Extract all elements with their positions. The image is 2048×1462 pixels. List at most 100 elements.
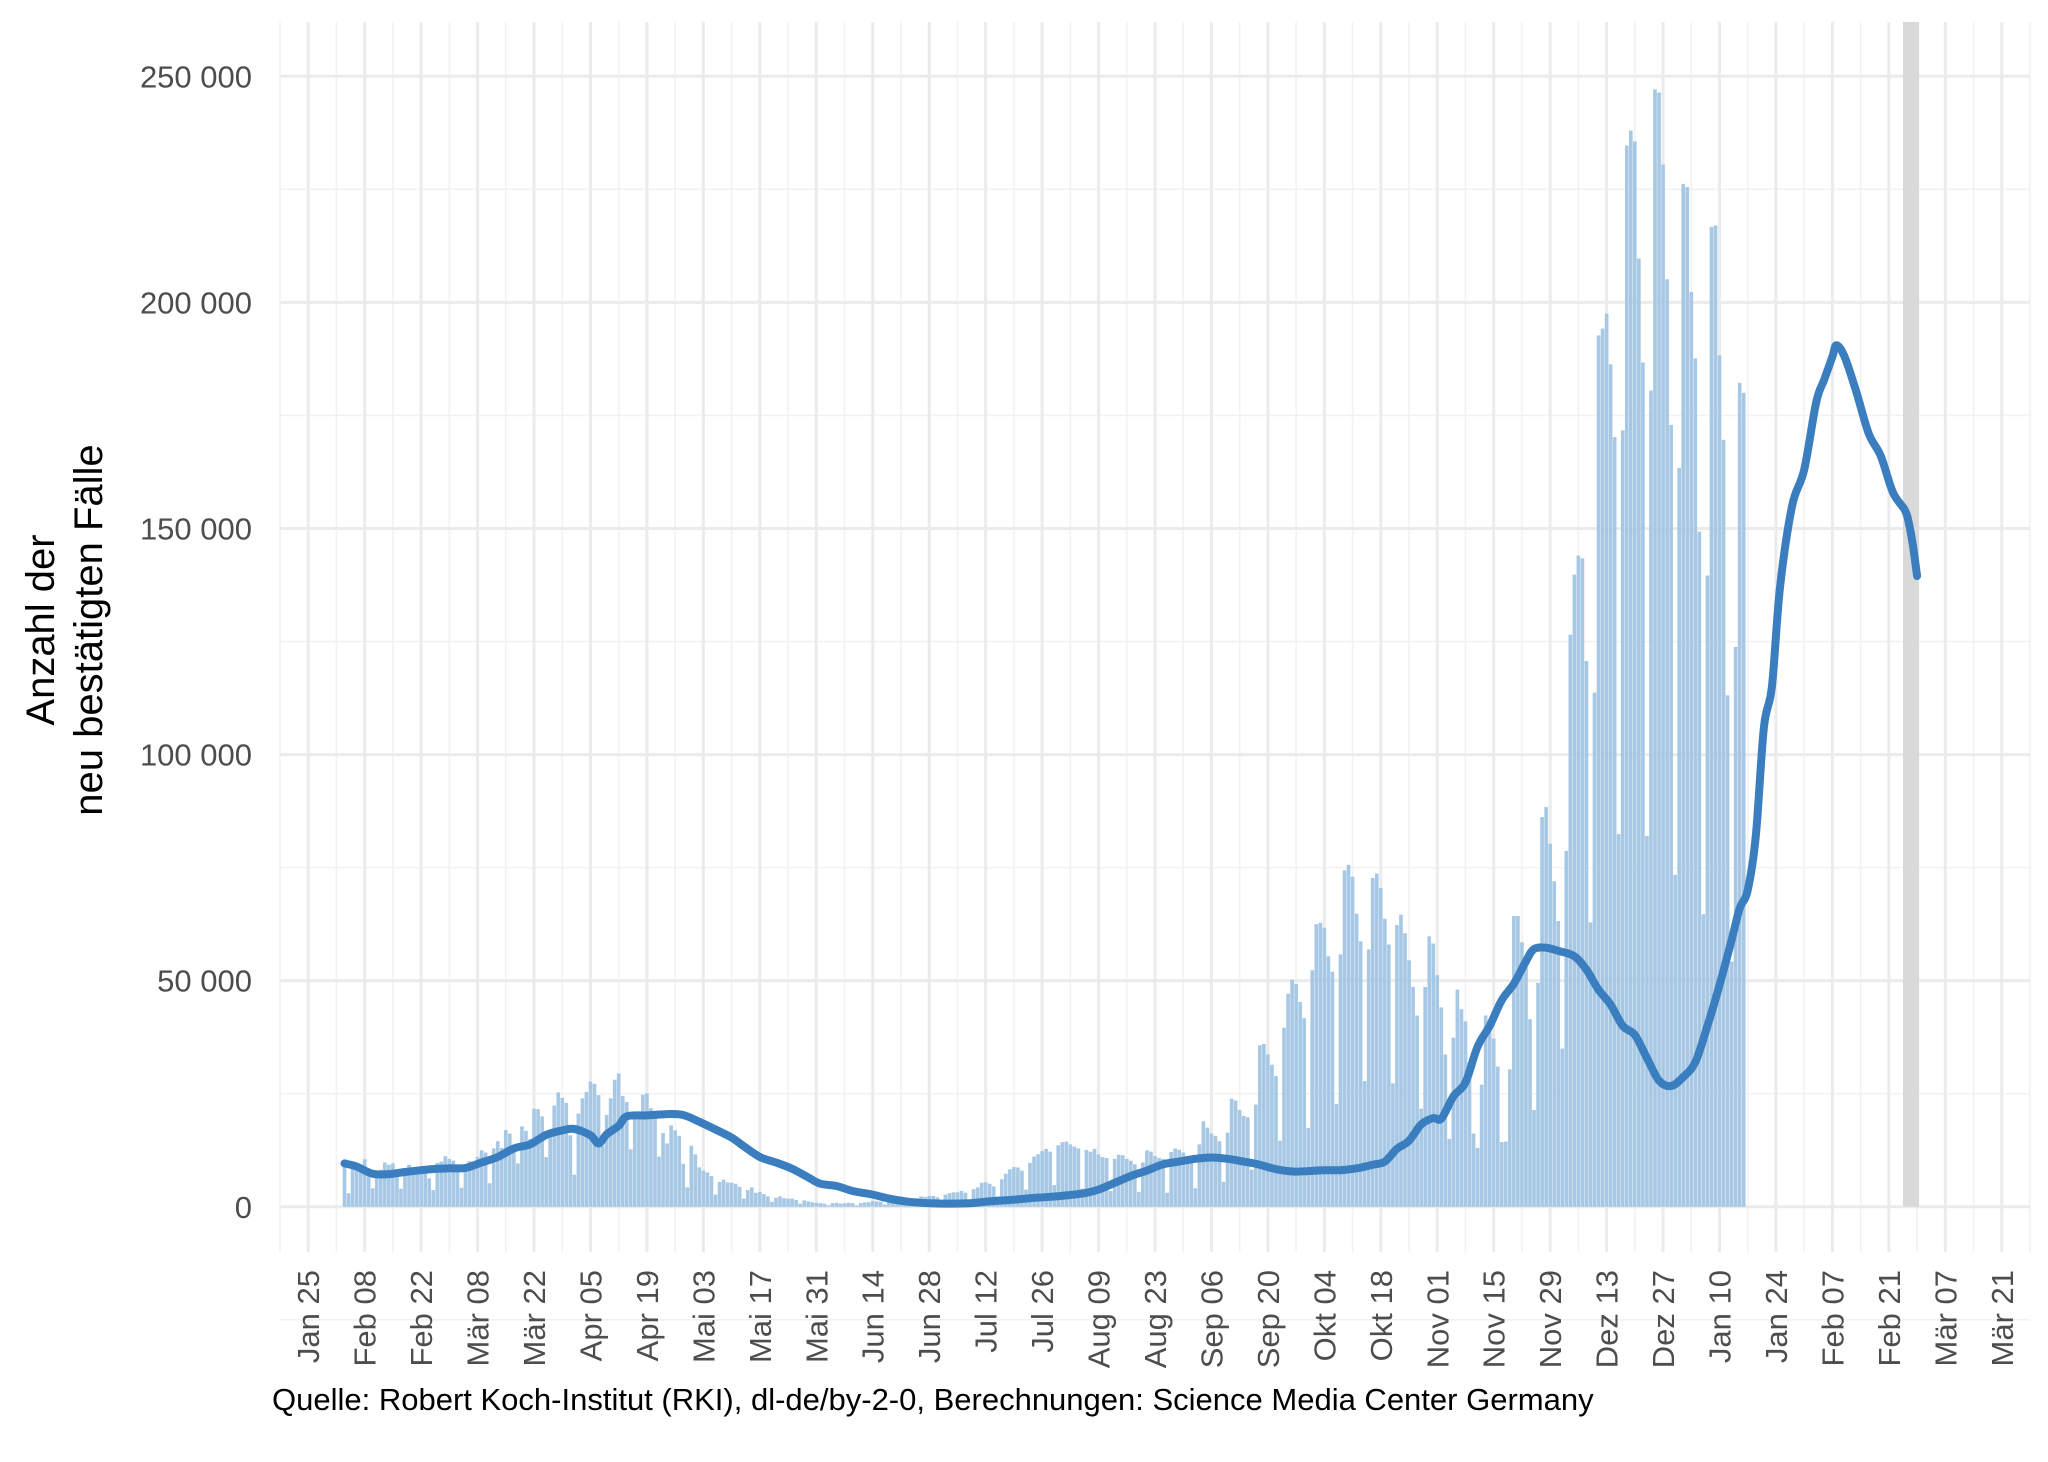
- daily-case-bar: [1447, 1138, 1452, 1207]
- x-tick-label: Nov 01: [1420, 1270, 1455, 1368]
- y-tick-label: 150 000: [140, 511, 252, 546]
- daily-case-bar: [1012, 1166, 1016, 1207]
- daily-case-bar: [1479, 1084, 1484, 1207]
- y-tick-label: 200 000: [140, 285, 252, 320]
- daily-case-bar: [1552, 881, 1557, 1207]
- daily-case-bar: [516, 1163, 520, 1207]
- daily-case-bar: [528, 1138, 532, 1207]
- daily-case-bar: [1592, 692, 1597, 1207]
- daily-case-bar: [411, 1169, 415, 1207]
- daily-case-bar: [512, 1150, 516, 1207]
- daily-case-bar: [1145, 1150, 1149, 1207]
- daily-case-bar: [366, 1172, 371, 1207]
- daily-case-bar: [1036, 1154, 1040, 1207]
- daily-case-bar: [1346, 864, 1351, 1207]
- daily-case-bar: [782, 1198, 786, 1207]
- daily-case-bar: [1637, 258, 1641, 1207]
- daily-case-bar: [1016, 1167, 1020, 1207]
- daily-case-bar: [1181, 1152, 1186, 1207]
- daily-case-bar: [1512, 916, 1516, 1207]
- daily-case-bar: [1193, 1188, 1198, 1207]
- daily-case-bar: [689, 1145, 694, 1207]
- daily-case-bar: [725, 1182, 730, 1207]
- daily-case-bar: [866, 1202, 871, 1207]
- daily-case-bar: [1233, 1100, 1238, 1207]
- major-gridlines: [280, 22, 2030, 1252]
- x-tick-label: Jul 26: [1025, 1270, 1060, 1353]
- x-tick-label: Sep 20: [1251, 1270, 1286, 1368]
- daily-case-bar: [1669, 424, 1673, 1207]
- daily-case-bar: [762, 1194, 766, 1207]
- daily-case-bar: [1600, 328, 1605, 1207]
- daily-case-bar: [1681, 183, 1686, 1207]
- daily-case-bar: [407, 1164, 411, 1207]
- daily-case-bar: [753, 1192, 758, 1207]
- daily-case-bar: [1628, 130, 1633, 1207]
- daily-case-bar: [1717, 355, 1722, 1207]
- daily-case-bar: [1548, 843, 1552, 1207]
- daily-case-bar: [350, 1164, 355, 1207]
- daily-case-bar: [1411, 987, 1415, 1207]
- x-tick-label: Aug 23: [1138, 1270, 1173, 1368]
- daily-case-bar: [1536, 982, 1540, 1207]
- daily-case-bar: [1189, 1157, 1194, 1207]
- daily-case-bar: [1487, 1028, 1492, 1207]
- daily-case-bar: [1431, 943, 1436, 1207]
- daily-case-bar: [1096, 1154, 1101, 1207]
- daily-case-bar: [435, 1162, 440, 1207]
- x-tick-label: Jan 10: [1703, 1270, 1738, 1363]
- daily-case-bar: [552, 1105, 557, 1207]
- daily-case-bar: [1697, 531, 1702, 1207]
- daily-case-bar: [1334, 1104, 1339, 1207]
- daily-case-bar: [1128, 1160, 1133, 1207]
- daily-case-bar: [1258, 1045, 1262, 1207]
- daily-case-bar: [1366, 949, 1371, 1207]
- daily-case-bar: [1665, 279, 1669, 1207]
- daily-case-bar: [1060, 1142, 1065, 1207]
- daily-case-bar: [1209, 1133, 1214, 1207]
- daily-case-bar: [1165, 1192, 1169, 1207]
- daily-case-bar: [491, 1148, 496, 1207]
- daily-case-bar: [1705, 575, 1710, 1207]
- daily-case-bar: [387, 1164, 391, 1207]
- daily-case-bar: [423, 1169, 427, 1207]
- daily-case-bar: [596, 1095, 601, 1207]
- daily-case-bar: [1350, 876, 1355, 1207]
- daily-case-bar: [1221, 1181, 1226, 1207]
- y-tick-label: 50 000: [157, 964, 252, 999]
- x-tick-label: Mai 17: [743, 1270, 778, 1363]
- x-tick-label: Jan 24: [1759, 1270, 1794, 1363]
- daily-case-bar: [395, 1170, 399, 1207]
- daily-case-bar: [612, 1079, 617, 1207]
- daily-case-bar: [1217, 1141, 1222, 1207]
- daily-case-bar: [883, 1204, 887, 1207]
- daily-case-bar: [1604, 313, 1609, 1207]
- daily-case-bar: [737, 1186, 742, 1207]
- daily-case-bar: [487, 1183, 492, 1207]
- x-tick-label: Jul 12: [969, 1270, 1004, 1353]
- daily-case-bar: [455, 1168, 460, 1207]
- x-tick-label: Mär 07: [1928, 1270, 1963, 1366]
- daily-case-bar: [637, 1114, 641, 1207]
- daily-case-bar: [1709, 226, 1714, 1207]
- x-tick-label: Feb 21: [1872, 1270, 1907, 1367]
- daily-case-bar: [681, 1163, 686, 1207]
- x-tick-label: Dez 27: [1646, 1270, 1681, 1368]
- daily-case-bar: [1737, 382, 1742, 1207]
- daily-case-bar: [1003, 1173, 1008, 1207]
- daily-case-bar: [959, 1190, 964, 1207]
- daily-case-bar: [1556, 920, 1561, 1207]
- daily-case-bar: [431, 1190, 436, 1207]
- daily-case-bar: [1649, 390, 1653, 1207]
- daily-case-bar: [673, 1130, 677, 1207]
- daily-case-bar: [1056, 1145, 1061, 1207]
- daily-case-bar: [661, 1133, 665, 1207]
- daily-case-bar: [1641, 362, 1645, 1207]
- daily-case-bar: [830, 1203, 835, 1207]
- daily-case-bar: [354, 1163, 359, 1207]
- daily-case-bar: [374, 1171, 379, 1207]
- daily-case-bar: [568, 1135, 573, 1207]
- daily-case-bar: [439, 1161, 444, 1207]
- daily-case-bar: [1229, 1098, 1234, 1207]
- x-tick-label: Jan 25: [291, 1270, 326, 1363]
